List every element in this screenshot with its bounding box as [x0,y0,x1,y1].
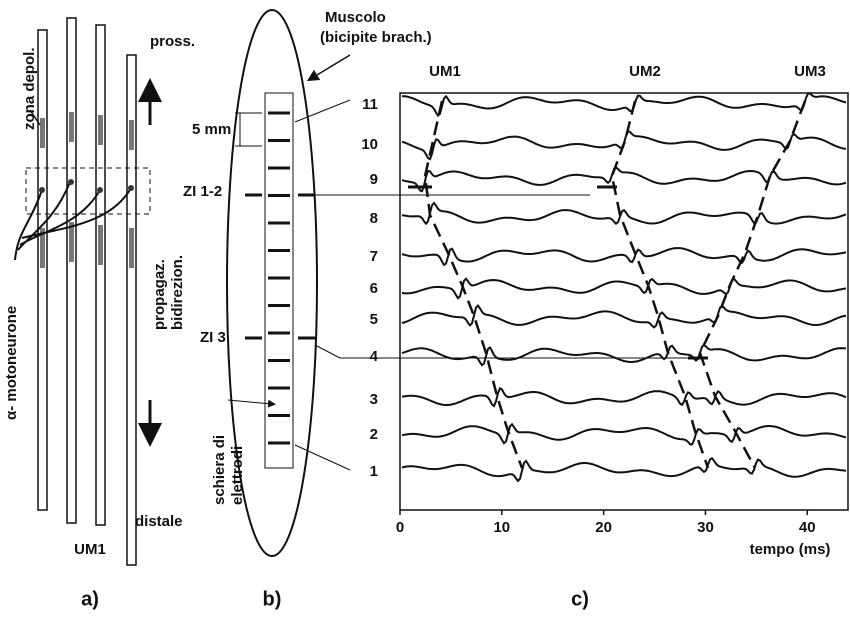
electrode-array [264,92,294,469]
x-tick-label: 10 [493,519,510,536]
trace [401,457,847,483]
muscle-label: Muscolo [325,9,386,26]
channel-label: 11 [362,96,378,113]
unit-label: UM1 [429,63,461,80]
x-tick-label: 30 [697,519,714,536]
panel-label: b) [263,588,282,610]
channel-label: 10 [361,136,378,153]
channel-label: 4 [370,348,379,365]
distal-label: distale [135,513,183,530]
trace [401,304,847,329]
array-label: schiera di [211,435,228,505]
zi-label: ZI 1-2 [183,183,222,200]
x-tick-label: 0 [396,519,404,536]
channel-label: 3 [370,391,378,408]
spacing-label: 5 mm [192,121,231,138]
x-tick-label: 40 [799,519,816,536]
propagation-line [610,100,710,469]
channel-label: 2 [370,426,378,443]
fiber [95,24,106,526]
trace [401,201,847,226]
fiber [37,29,48,511]
pointer [29,109,41,126]
propagation-label: propagaz. [151,259,168,330]
panel-label: c) [571,588,589,610]
muscle [226,9,318,557]
unit-label: UM2 [629,63,661,80]
unit-label: UM3 [794,63,826,80]
channel-label: 7 [370,248,378,265]
proximal-label: pross. [150,33,195,50]
unit-label: UM1 [74,541,106,558]
trace [401,422,847,446]
channel-label: 9 [370,171,378,188]
trace [401,92,847,118]
x-tick-label: 20 [595,519,612,536]
zi-label: ZI 3 [200,329,226,346]
trace [401,343,847,367]
propagation-line [423,100,524,469]
trace [401,386,847,408]
propagation-label: bidirezion. [169,255,186,330]
motoneuron-label: α- motoneurone [3,306,20,420]
channel-label: 6 [370,280,378,297]
depol-box [25,167,151,215]
muscle-label: (bicipite brach.) [320,29,432,46]
x-axis-label: tempo (ms) [750,541,831,558]
trace [401,247,847,267]
channel-label: 8 [370,210,378,227]
channel-label: 1 [370,463,378,480]
fiber [66,17,77,524]
fiber [126,54,137,566]
channel-label: 5 [370,311,378,328]
zone-label: zona depol. [21,48,38,131]
panel-a [14,17,162,566]
trace [401,165,847,193]
trace [401,277,847,300]
axon [14,181,132,261]
propagation-line [698,100,807,469]
array-label: elettrodi [229,446,246,505]
panel-label: a) [81,588,99,610]
plot-frame [399,92,849,511]
